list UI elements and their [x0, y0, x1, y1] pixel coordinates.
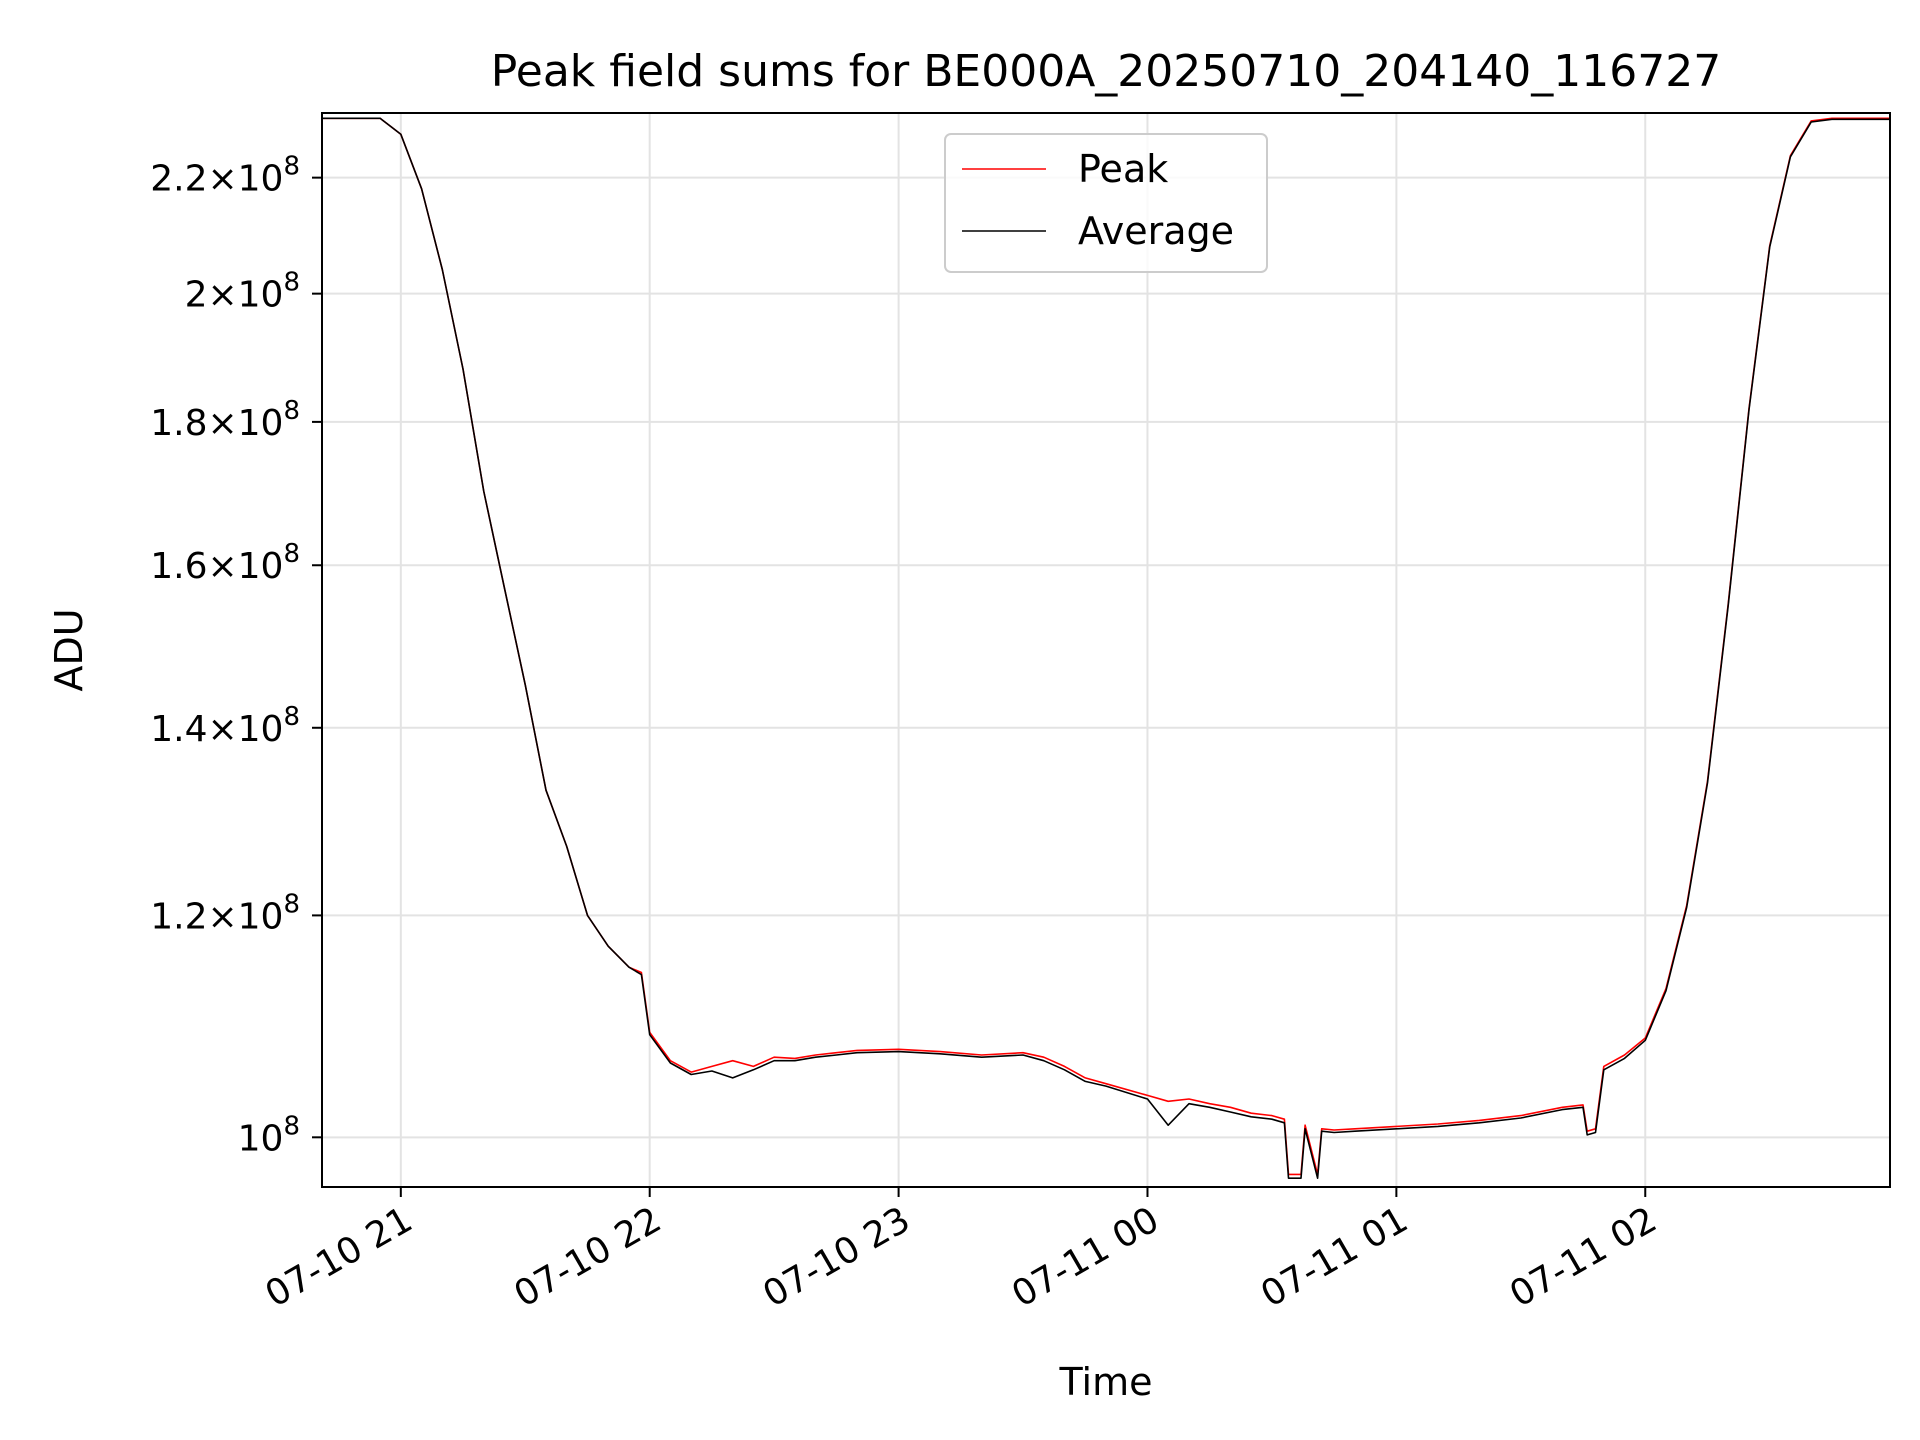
- legend: Peak Average: [944, 133, 1268, 273]
- y-axis-label: ADU: [47, 608, 91, 691]
- x-axis-label: Time: [1059, 1360, 1153, 1404]
- legend-average-label: Average: [1078, 209, 1234, 253]
- y-tick-label: 108: [238, 1111, 300, 1159]
- y-tick-label: 2.2×108: [150, 152, 300, 200]
- y-tick-label: 1.6×108: [150, 539, 300, 587]
- plot-lines: [322, 117, 1890, 1179]
- y-tick-label: 2×108: [185, 268, 300, 316]
- y-tick-label: 1.4×108: [150, 702, 300, 750]
- grid: [322, 113, 1890, 1187]
- plot-frame: [321, 112, 1891, 1188]
- series-line-average: [322, 117, 1890, 1179]
- legend-peak-label: Peak: [1078, 147, 1168, 191]
- y-axis-ticks: 108 1.2×108 1.4×108 1.6×108 1.8×108 2×108 2.2×…: [150, 152, 322, 1159]
- y-tick-label: 1.8×108: [150, 396, 300, 444]
- chart-title: Peak field sums for BE000A_20250710_2041…: [491, 46, 1721, 97]
- y-tick-label: 1.2×108: [150, 889, 300, 937]
